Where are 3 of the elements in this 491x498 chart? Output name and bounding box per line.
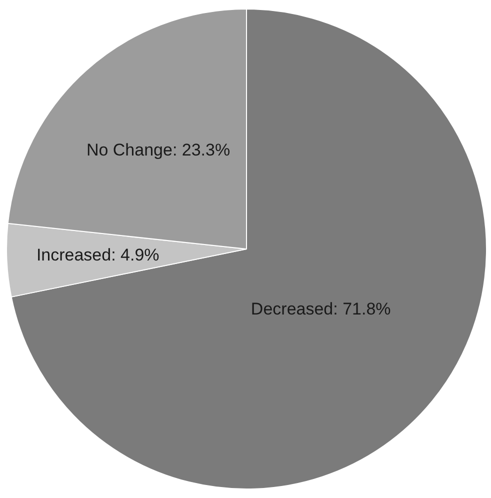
slice-label: Increased: 4.9% [36,246,160,265]
slice-label: Decreased: 71.8% [250,299,391,318]
slice-label: No Change: 23.3% [86,140,230,160]
